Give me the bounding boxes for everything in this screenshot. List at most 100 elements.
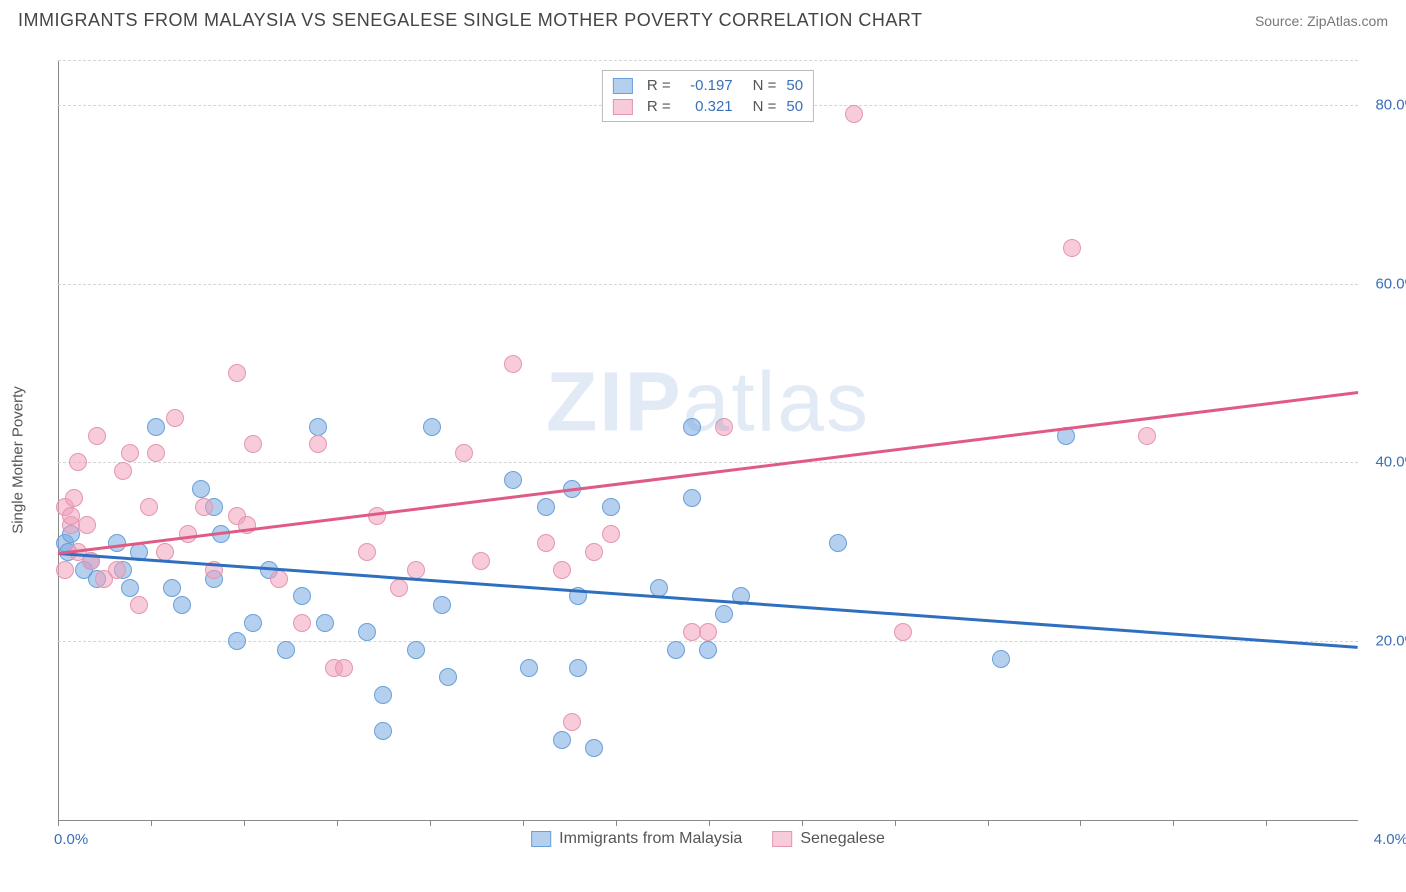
xtick (430, 820, 431, 826)
y-axis-label: Single Mother Poverty (10, 386, 27, 534)
scatter-point (195, 498, 213, 516)
scatter-point (179, 525, 197, 543)
n-label: N = (753, 77, 777, 94)
scatter-point (845, 105, 863, 123)
scatter-point (309, 435, 327, 453)
scatter-point (156, 543, 174, 561)
xtick (988, 820, 989, 826)
scatter-point (108, 534, 126, 552)
ytick-label: 20.0% (1375, 633, 1406, 650)
xtick (151, 820, 152, 826)
n-value: 50 (786, 77, 803, 94)
scatter-point (163, 579, 181, 597)
r-label: R = (647, 98, 671, 115)
scatter-point (683, 489, 701, 507)
scatter-point (894, 623, 912, 641)
scatter-point (602, 498, 620, 516)
scatter-point (244, 614, 262, 632)
gridline (58, 462, 1358, 463)
plot-region: ZIPatlas 20.0%40.0%60.0%80.0%0.0%4.0%R =… (58, 60, 1358, 820)
xtick (616, 820, 617, 826)
scatter-point (829, 534, 847, 552)
scatter-point (667, 641, 685, 659)
scatter-point (65, 489, 83, 507)
chart-title: IMMIGRANTS FROM MALAYSIA VS SENEGALESE S… (18, 10, 923, 31)
n-label: N = (753, 98, 777, 115)
scatter-point (374, 722, 392, 740)
scatter-point (520, 659, 538, 677)
scatter-point (472, 552, 490, 570)
scatter-point (1063, 239, 1081, 257)
scatter-point (88, 427, 106, 445)
xtick-label: 4.0% (1374, 831, 1406, 848)
xtick (802, 820, 803, 826)
scatter-point (602, 525, 620, 543)
scatter-point (992, 650, 1010, 668)
scatter-point (699, 641, 717, 659)
source-name: ZipAtlas.com (1307, 13, 1388, 29)
scatter-point (130, 596, 148, 614)
scatter-point (433, 596, 451, 614)
legend-swatch (613, 78, 633, 94)
scatter-point (358, 543, 376, 561)
scatter-point (390, 579, 408, 597)
scatter-point (309, 418, 327, 436)
trend-line (58, 391, 1358, 554)
scatter-point (374, 686, 392, 704)
scatter-point (504, 471, 522, 489)
r-value: -0.197 (681, 77, 733, 94)
scatter-point (455, 444, 473, 462)
r-label: R = (647, 77, 671, 94)
scatter-point (537, 498, 555, 516)
scatter-point (407, 641, 425, 659)
legend-item: Immigrants from Malaysia (531, 830, 742, 848)
scatter-point (121, 579, 139, 597)
xtick (709, 820, 710, 826)
scatter-point (683, 418, 701, 436)
scatter-point (504, 355, 522, 373)
xtick (244, 820, 245, 826)
scatter-point (114, 462, 132, 480)
scatter-point (569, 659, 587, 677)
n-value: 50 (786, 98, 803, 115)
legend-series: Immigrants from Malaysia Senegalese (531, 830, 885, 848)
legend-label: Immigrants from Malaysia (559, 830, 742, 848)
scatter-point (78, 516, 96, 534)
source-label: Source: ZipAtlas.com (1255, 13, 1388, 29)
xtick (337, 820, 338, 826)
scatter-point (650, 579, 668, 597)
scatter-point (553, 561, 571, 579)
scatter-point (1138, 427, 1156, 445)
watermark: ZIPatlas (546, 354, 870, 451)
scatter-point (335, 659, 353, 677)
scatter-point (407, 561, 425, 579)
scatter-point (228, 632, 246, 650)
scatter-point (715, 605, 733, 623)
xtick-label: 0.0% (54, 831, 88, 848)
ytick-label: 40.0% (1375, 454, 1406, 471)
scatter-point (439, 668, 457, 686)
scatter-point (358, 623, 376, 641)
xtick (1173, 820, 1174, 826)
legend-swatch (772, 831, 792, 847)
scatter-point (316, 614, 334, 632)
scatter-point (228, 364, 246, 382)
scatter-point (270, 570, 288, 588)
xtick (58, 820, 59, 826)
scatter-point (108, 561, 126, 579)
scatter-point (293, 587, 311, 605)
legend-row: R =0.321N =50 (613, 96, 803, 117)
legend-item: Senegalese (772, 830, 885, 848)
xtick (1266, 820, 1267, 826)
legend-label: Senegalese (800, 830, 885, 848)
scatter-point (173, 596, 191, 614)
xtick (523, 820, 524, 826)
scatter-point (69, 453, 87, 471)
chart-area: Single Mother Poverty ZIPatlas 20.0%40.0… (30, 50, 1390, 870)
legend-stats: R =-0.197N =50R =0.321N =50 (602, 70, 814, 122)
scatter-point (147, 418, 165, 436)
scatter-point (147, 444, 165, 462)
header: IMMIGRANTS FROM MALAYSIA VS SENEGALESE S… (0, 0, 1406, 37)
scatter-point (585, 739, 603, 757)
scatter-point (368, 507, 386, 525)
